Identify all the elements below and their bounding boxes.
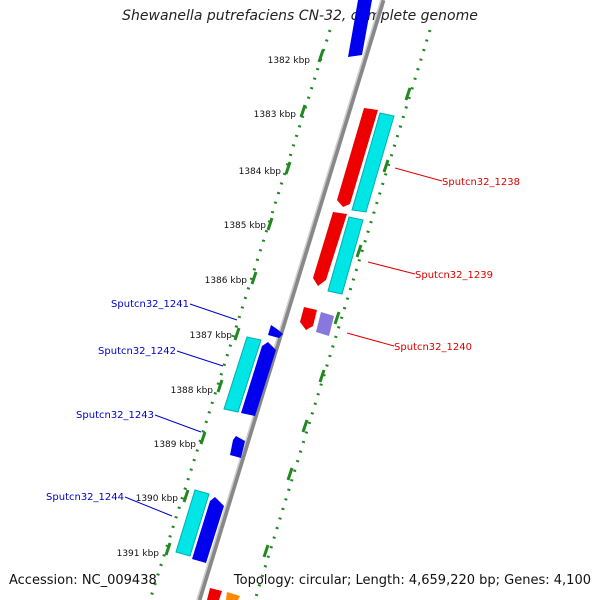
- genome-stats-text: Topology: circular; Length: 4,659,220 bp…: [233, 573, 591, 588]
- rna-feature[interactable]: [226, 592, 240, 600]
- tick-label: 1383 kbp: [254, 110, 297, 120]
- gene-label[interactable]: Sputcn32_1241: [111, 299, 189, 310]
- gene-label[interactable]: Sputcn32_1240: [394, 342, 472, 353]
- tick-label: 1391 kbp: [117, 549, 160, 559]
- reverse-cds-feature[interactable]: [230, 436, 245, 458]
- gene-label[interactable]: Sputcn32_1238: [442, 177, 520, 188]
- tick-labels: 1382 kbp 1383 kbp 1384 kbp 1385 kbp 1386…: [117, 56, 311, 559]
- reverse-cds-feature[interactable]: [348, 0, 372, 57]
- forward-cds-feature[interactable]: [207, 588, 222, 600]
- reverse-cds-feature[interactable]: [241, 342, 276, 416]
- tick-label: 1387 kbp: [190, 331, 233, 341]
- gc-outer-dashes: [262, 87, 412, 558]
- tick-label: 1389 kbp: [154, 440, 197, 450]
- gene-feature[interactable]: [327, 216, 364, 295]
- forward-cds-feature[interactable]: [300, 307, 317, 330]
- tick-label: 1386 kbp: [205, 276, 248, 286]
- other-feature[interactable]: [316, 312, 334, 336]
- tick-label: 1388 kbp: [171, 386, 214, 396]
- tick-label: 1384 kbp: [239, 167, 282, 177]
- gene-label[interactable]: Sputcn32_1244: [46, 492, 124, 503]
- left-gene-labels: Sputcn32_1241 Sputcn32_1242 Sputcn32_124…: [46, 299, 238, 517]
- gene-label[interactable]: Sputcn32_1239: [415, 270, 493, 281]
- gene-feature[interactable]: [175, 489, 210, 557]
- reverse-cds-feature[interactable]: [268, 325, 283, 338]
- forward-cds-feature[interactable]: [337, 108, 378, 207]
- gc-inner-dashes: [164, 49, 325, 556]
- reverse-cds-feature[interactable]: [192, 497, 224, 563]
- gene-feature[interactable]: [223, 336, 262, 413]
- right-gene-labels: Sputcn32_1238 Sputcn32_1239 Sputcn32_124…: [346, 167, 520, 353]
- gene-label[interactable]: Sputcn32_1243: [76, 410, 154, 421]
- map-title: Shewanella putrefaciens CN-32, complete …: [122, 8, 478, 24]
- accession-text: Accession: NC_009438: [9, 573, 157, 588]
- forward-cds-feature[interactable]: [313, 212, 347, 286]
- genome-backbone: [196, 0, 386, 600]
- gene-feature[interactable]: [351, 112, 395, 213]
- tick-label: 1390 kbp: [136, 494, 179, 504]
- tick-label: 1385 kbp: [224, 221, 267, 231]
- gene-label[interactable]: Sputcn32_1242: [98, 346, 176, 357]
- tick-label: 1382 kbp: [268, 56, 311, 66]
